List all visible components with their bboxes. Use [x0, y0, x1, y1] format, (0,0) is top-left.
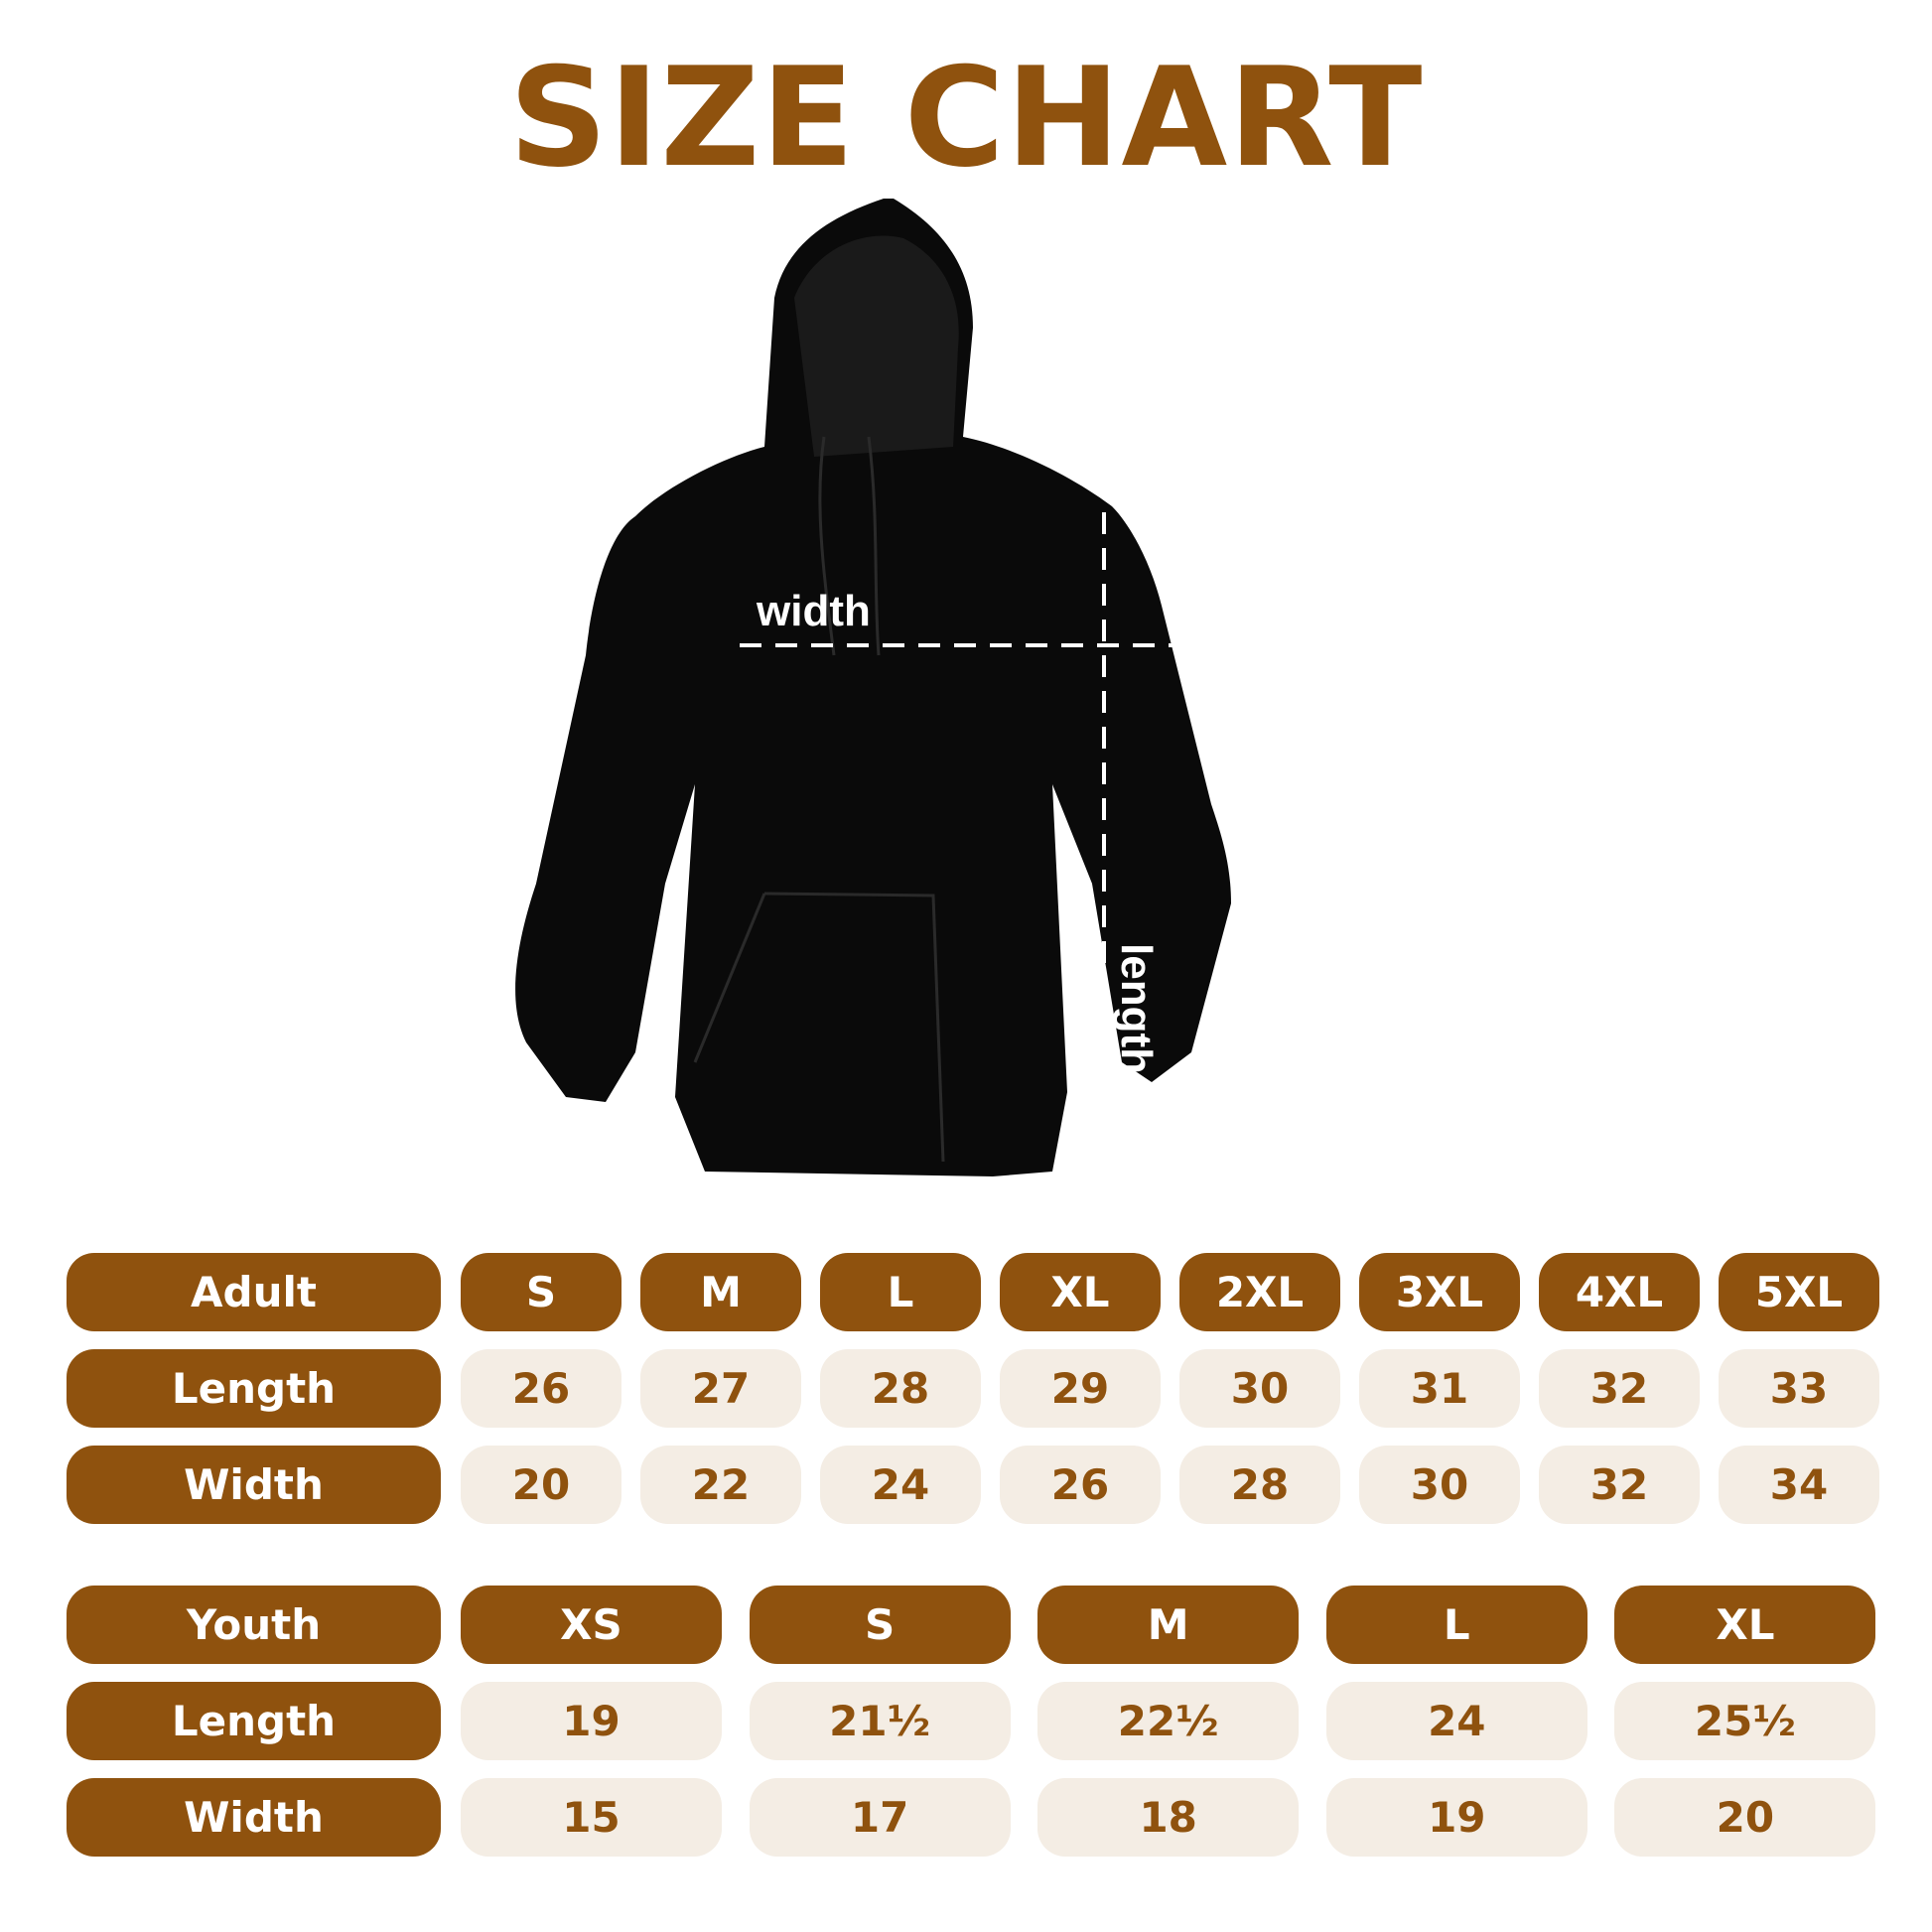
adult-row-label-width: Width: [67, 1446, 441, 1524]
youth-size-l: L: [1325, 1586, 1587, 1664]
adult-size-4xl: 4XL: [1539, 1253, 1700, 1331]
youth-row-label-length: Length: [67, 1682, 441, 1760]
adult-length-value: 33: [1719, 1349, 1879, 1428]
adult-length-value: 30: [1179, 1349, 1340, 1428]
youth-width-value: 20: [1614, 1778, 1876, 1857]
hoodie-image: [515, 199, 1231, 1176]
youth-length-value: 24: [1325, 1682, 1587, 1760]
youth-length-value: 19: [461, 1682, 722, 1760]
youth-row-label-width: Width: [67, 1778, 441, 1857]
adult-width-value: 30: [1359, 1446, 1520, 1524]
adult-width-value: 34: [1719, 1446, 1879, 1524]
adult-length-value: 28: [820, 1349, 981, 1428]
adult-size-3xl: 3XL: [1359, 1253, 1520, 1331]
adult-width-value: 28: [1179, 1446, 1340, 1524]
adult-size-s: S: [461, 1253, 621, 1331]
youth-size-xl: XL: [1614, 1586, 1876, 1664]
adult-length-value: 29: [1000, 1349, 1161, 1428]
adult-width-value: 22: [640, 1446, 801, 1524]
adult-size-m: M: [640, 1253, 801, 1331]
youth-width-value: 17: [749, 1778, 1011, 1857]
youth-length-value: 22½: [1037, 1682, 1300, 1760]
width-label: width: [756, 587, 871, 635]
adult-size-l: L: [820, 1253, 981, 1331]
adult-width-value: 32: [1539, 1446, 1700, 1524]
youth-length-value: 21½: [749, 1682, 1011, 1760]
adult-length-value: 31: [1359, 1349, 1520, 1428]
adult-header-label: Adult: [67, 1253, 441, 1331]
youth-size-xs: XS: [461, 1586, 722, 1664]
adult-length-value: 26: [461, 1349, 621, 1428]
adult-size-5xl: 5XL: [1719, 1253, 1879, 1331]
adult-row-label-length: Length: [67, 1349, 441, 1428]
page-title: SIZE CHART: [508, 38, 1424, 198]
adult-width-value: 20: [461, 1446, 621, 1524]
youth-size-m: M: [1037, 1586, 1300, 1664]
youth-header-label: Youth: [67, 1586, 441, 1664]
adult-width-value: 26: [1000, 1446, 1161, 1524]
adult-size-2xl: 2XL: [1179, 1253, 1340, 1331]
hoodie-diagram: width length: [515, 199, 1231, 1176]
youth-length-value: 25½: [1614, 1682, 1876, 1760]
youth-width-value: 15: [461, 1778, 722, 1857]
adult-length-value: 32: [1539, 1349, 1700, 1428]
youth-width-value: 18: [1037, 1778, 1300, 1857]
adult-width-value: 24: [820, 1446, 981, 1524]
youth-width-value: 19: [1325, 1778, 1587, 1857]
adult-length-value: 27: [640, 1349, 801, 1428]
youth-size-s: S: [749, 1586, 1011, 1664]
adult-size-xl: XL: [1000, 1253, 1161, 1331]
length-label: length: [1112, 943, 1161, 1074]
